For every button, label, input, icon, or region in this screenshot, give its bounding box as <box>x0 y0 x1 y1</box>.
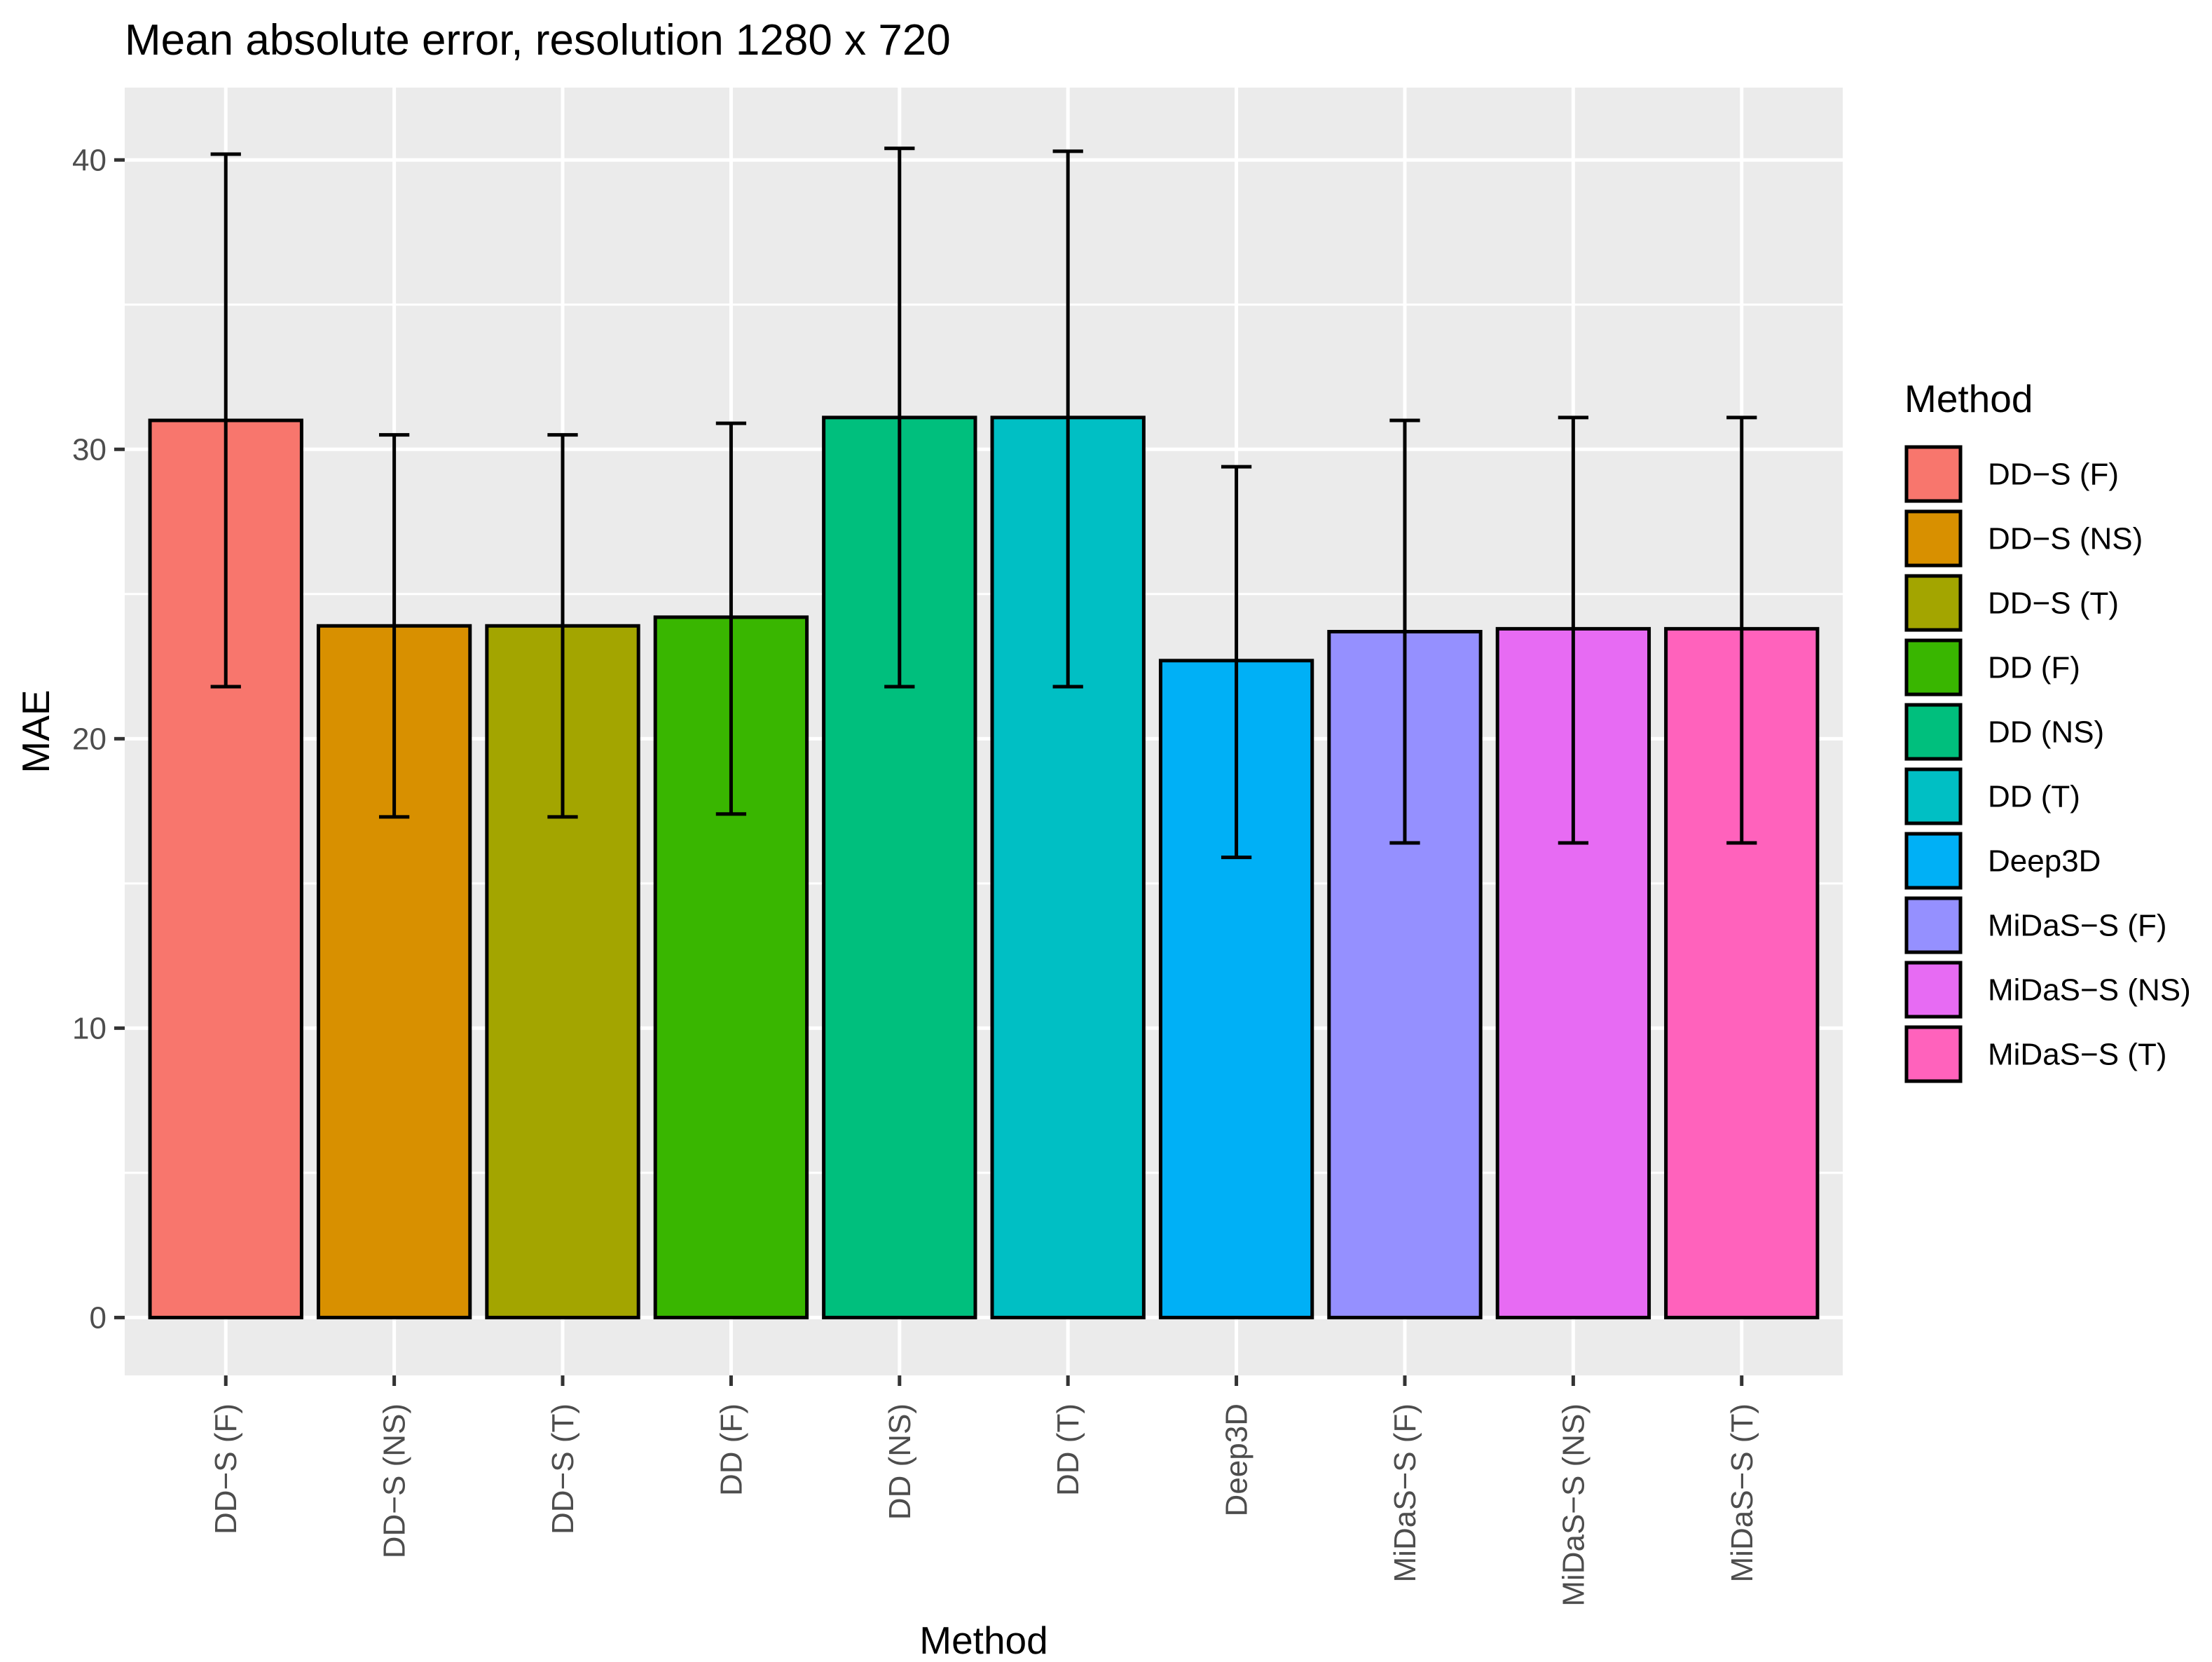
legend-item: MiDaS−S (T) <box>1904 1025 2166 1083</box>
x-tick-label: Deep3D <box>1220 1403 1254 1516</box>
chart-title: Mean absolute error, resolution 1280 x 7… <box>125 16 951 64</box>
legend-swatch <box>1904 832 1963 890</box>
x-tick-label: DD−S (T) <box>546 1403 580 1534</box>
legend-label: MiDaS−S (F) <box>1988 909 2166 943</box>
x-tick-label: MiDaS−S (T) <box>1725 1403 1759 1582</box>
error-bars <box>210 146 1757 860</box>
y-tick-label: 10 <box>72 1011 107 1045</box>
y-tick-label: 40 <box>72 143 107 177</box>
y-axis: 0 10 20 30 40 <box>72 143 125 1335</box>
legend-item: Deep3D <box>1904 832 2101 890</box>
bar <box>1495 626 1651 1319</box>
legend-label: MiDaS−S (T) <box>1988 1038 2166 1072</box>
x-tick-label: DD (NS) <box>883 1403 917 1520</box>
legend-item: DD−S (NS) <box>1904 509 2143 568</box>
legend-item: MiDaS−S (F) <box>1904 896 2166 954</box>
legend-label: Deep3D <box>1988 844 2101 879</box>
legend-swatch <box>1904 509 1963 568</box>
y-tick-label: 20 <box>72 722 107 756</box>
legend-swatch <box>1904 767 1963 825</box>
legend-label: DD−S (F) <box>1988 458 2119 492</box>
x-axis-title: Method <box>919 1619 1047 1662</box>
legend-item: DD (T) <box>1904 767 2080 825</box>
legend-label: DD (NS) <box>1988 715 2104 750</box>
legend-item: MiDaS−S (NS) <box>1904 961 2191 1019</box>
x-axis: DD−S (F) DD−S (NS) DD−S (T) DD (F) DD (NS) DD… <box>209 1375 1759 1607</box>
bar <box>1664 626 1820 1319</box>
legend-swatch <box>1904 445 1963 503</box>
legend-swatch <box>1904 574 1963 632</box>
x-tick-label: DD−S (NS) <box>378 1403 412 1558</box>
y-tick-label: 30 <box>72 432 107 467</box>
legend-label: DD (F) <box>1988 651 2080 685</box>
legend-swatch <box>1904 703 1963 761</box>
legend-label: MiDaS−S (NS) <box>1988 973 2191 1008</box>
x-tick-label: DD (F) <box>714 1403 748 1496</box>
legend-swatch <box>1904 638 1963 696</box>
legend-item: DD−S (F) <box>1904 445 2119 503</box>
legend-label: DD (T) <box>1988 780 2080 814</box>
legend-swatch <box>1904 1025 1963 1083</box>
legend: Method DD−S (F) DD−S (NS) DD−S (T) DD (F) DD… <box>1904 377 2191 1083</box>
legend-item: DD (F) <box>1904 638 2080 696</box>
x-tick-label: MiDaS−S (F) <box>1388 1403 1422 1582</box>
legend-item: DD−S (T) <box>1904 574 2119 632</box>
legend-label: DD−S (T) <box>1988 586 2119 621</box>
x-tick-label: MiDaS−S (NS) <box>1556 1403 1591 1607</box>
y-axis-title: MAE <box>14 689 57 773</box>
legend-title: Method <box>1904 377 2033 420</box>
legend-item: DD (NS) <box>1904 703 2104 761</box>
x-tick-label: DD−S (F) <box>209 1403 243 1534</box>
legend-label: DD−S (NS) <box>1988 522 2143 556</box>
legend-swatch <box>1904 896 1963 954</box>
x-tick-label: DD (T) <box>1051 1403 1085 1496</box>
y-tick-label: 0 <box>90 1300 107 1335</box>
legend-swatch <box>1904 961 1963 1019</box>
